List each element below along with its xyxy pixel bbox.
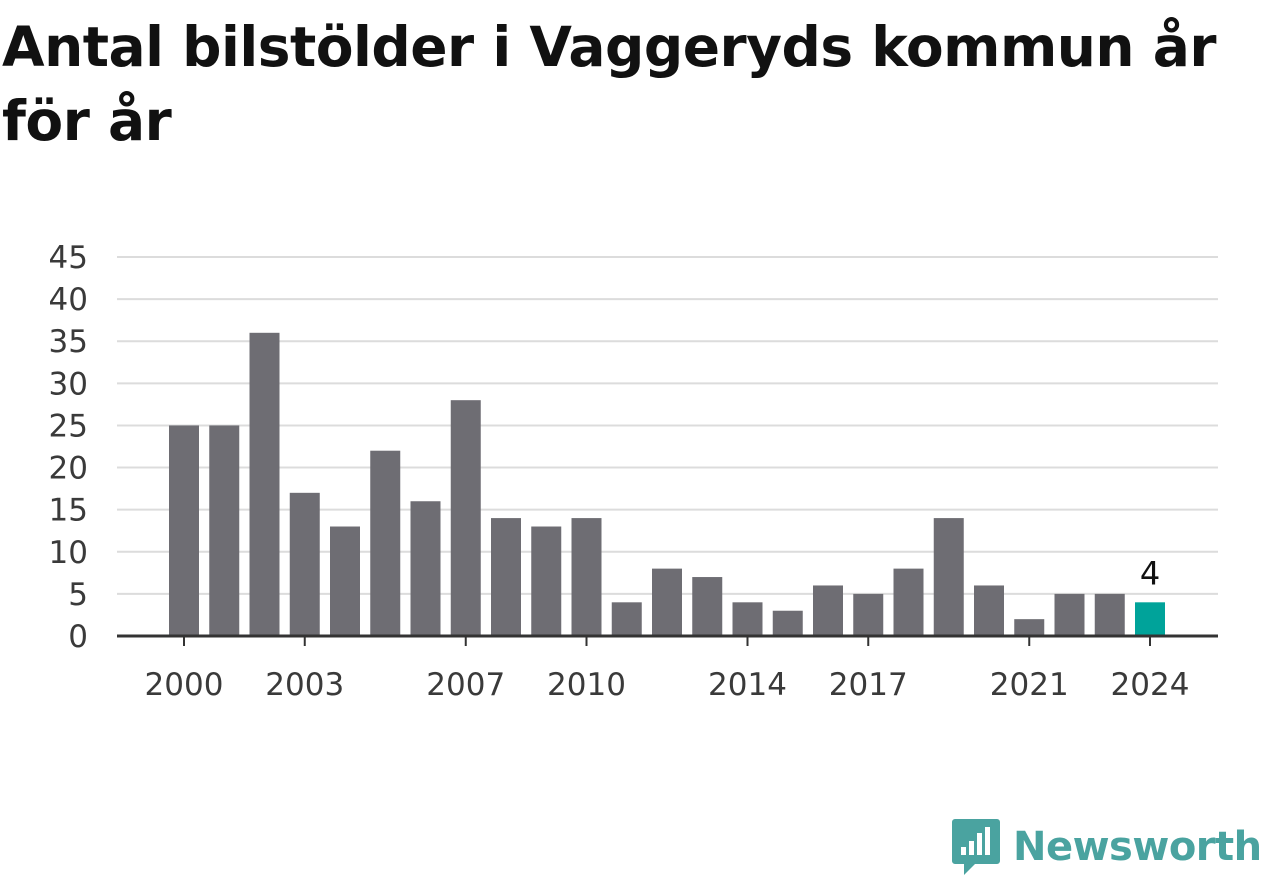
y-tick-label: 15 bbox=[49, 493, 88, 529]
bar-2023 bbox=[1094, 593, 1125, 636]
data-labels: 4 bbox=[1140, 554, 1160, 592]
brand-name: Newsworthy bbox=[1013, 824, 1262, 870]
y-axis-ticks: 0 5 10 15 20 25 30 35 40 45 bbox=[49, 240, 88, 655]
y-tick-label: 45 bbox=[49, 240, 88, 276]
bar-2003 bbox=[289, 492, 320, 636]
x-tick-label: 2017 bbox=[829, 667, 908, 703]
data-label: 4 bbox=[1140, 554, 1160, 592]
bar-2014 bbox=[732, 602, 763, 636]
x-tick-label: 2007 bbox=[426, 667, 505, 703]
x-tick-label: 2003 bbox=[265, 667, 344, 703]
y-tick-label: 35 bbox=[49, 324, 88, 360]
y-tick-label: 20 bbox=[49, 451, 88, 487]
bar-2004 bbox=[330, 526, 360, 636]
bar-2018 bbox=[893, 568, 924, 636]
bar-2020 bbox=[974, 585, 1004, 636]
bar-2013 bbox=[692, 577, 723, 636]
bar-2010 bbox=[571, 518, 602, 636]
bar-2024 bbox=[1135, 602, 1165, 636]
bar-2000 bbox=[169, 425, 199, 636]
bar-2011 bbox=[611, 602, 642, 636]
newsworthy-logo-icon bbox=[952, 819, 1000, 875]
bar-2022 bbox=[1054, 593, 1085, 636]
bar-2019 bbox=[933, 518, 964, 636]
x-axis: 2000 2003 2007 2010 2014 2017 2021 2024 bbox=[117, 634, 1218, 703]
x-tick-label: 2014 bbox=[708, 667, 787, 703]
y-tick-label: 10 bbox=[49, 535, 88, 571]
grid-lines bbox=[117, 256, 1218, 595]
newsworthy-logo: Newsworthy bbox=[951, 817, 1262, 877]
x-tick-label: 2021 bbox=[990, 667, 1069, 703]
chart-title: Antal bilstölder i Vaggeryds kommun år f… bbox=[2, 15, 1216, 153]
bar-2016 bbox=[813, 585, 843, 636]
x-tick-label: 2010 bbox=[547, 667, 626, 703]
y-tick-label: 25 bbox=[49, 408, 88, 444]
bar-2015 bbox=[772, 610, 803, 636]
bar-2008 bbox=[491, 518, 521, 636]
x-tick-label: 2024 bbox=[1111, 667, 1190, 703]
bar-2021 bbox=[1014, 619, 1045, 636]
bar-2005 bbox=[370, 450, 401, 636]
bar-2006 bbox=[410, 501, 441, 636]
bar-2001 bbox=[209, 425, 240, 636]
bar-2012 bbox=[652, 568, 682, 636]
bar-2002 bbox=[249, 332, 280, 636]
bar-2017 bbox=[853, 593, 884, 636]
y-tick-label: 40 bbox=[49, 282, 88, 318]
bar-2009 bbox=[531, 526, 562, 636]
y-tick-label: 30 bbox=[49, 366, 88, 402]
bars bbox=[169, 332, 1165, 636]
y-tick-label: 0 bbox=[68, 619, 88, 655]
x-tick-label: 2000 bbox=[145, 667, 224, 703]
y-tick-label: 5 bbox=[68, 577, 88, 613]
bar-2007 bbox=[450, 400, 481, 636]
